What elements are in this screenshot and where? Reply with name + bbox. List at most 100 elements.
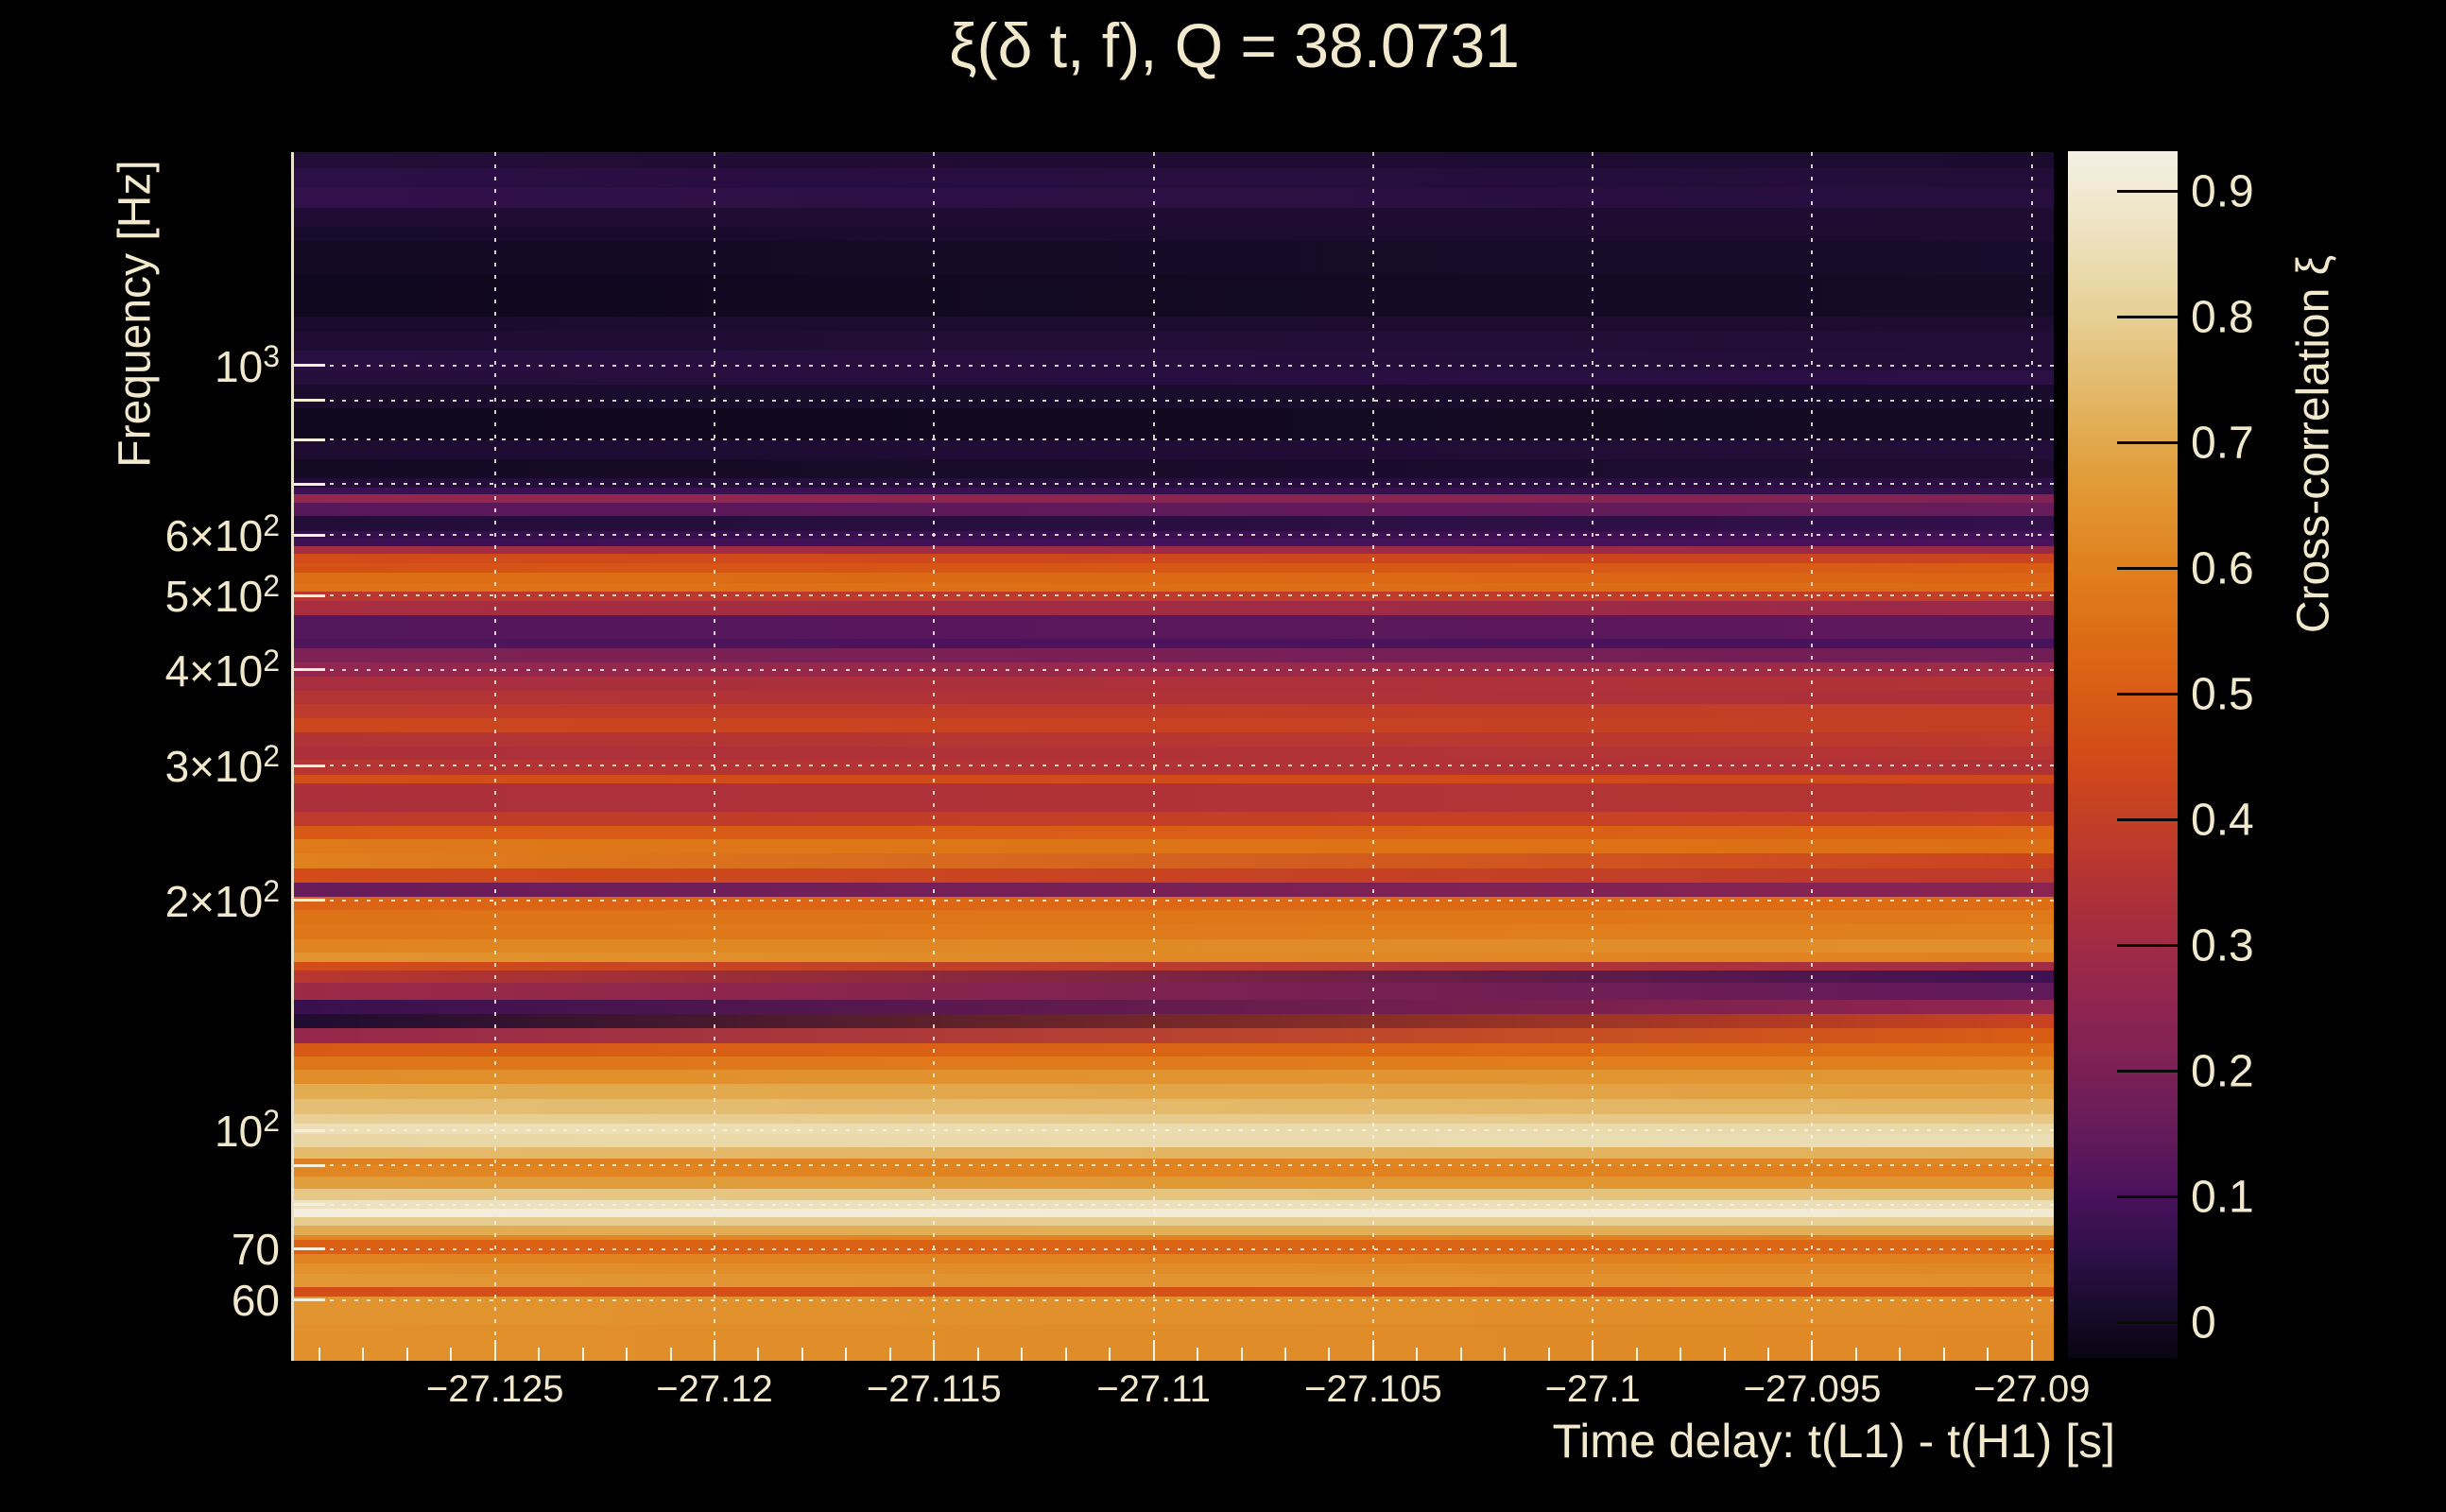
x-gridline <box>1592 152 1594 1361</box>
x-minor-tick-mark <box>1504 1348 1507 1361</box>
colorbar <box>2068 151 2178 1358</box>
x-gridline <box>933 152 936 1361</box>
colorbar-tick-mark <box>2117 316 2178 319</box>
x-minor-tick-mark <box>976 1348 979 1361</box>
heatmap-row <box>293 962 2054 971</box>
y-tick-mark <box>293 1247 325 1251</box>
x-minor-tick-mark <box>1899 1348 1902 1361</box>
x-tick-label: −27.115 <box>866 1368 1002 1410</box>
y-tick-label: 6×102 <box>164 508 280 561</box>
x-minor-tick-mark <box>1679 1348 1682 1361</box>
heatmap-row <box>293 783 2054 813</box>
colorbar-tick-mark <box>2117 693 2178 696</box>
y-gridline <box>293 668 2054 671</box>
heatmap-row <box>293 458 2054 479</box>
colorbar-tick-label: 0.2 <box>2191 1046 2254 1097</box>
y-gridline <box>293 1298 2054 1301</box>
heatmap-row <box>293 1165 2054 1178</box>
x-minor-tick-mark <box>888 1348 891 1361</box>
x-minor-tick-mark <box>1459 1348 1462 1361</box>
y-tick-mark <box>293 364 325 368</box>
colorbar-tick-label: 0.4 <box>2191 795 2254 846</box>
heatmap-row <box>293 1188 2054 1202</box>
chart-title: ξ(δ t, f), Q = 38.0731 <box>949 10 1520 80</box>
x-gridline <box>1152 152 1155 1361</box>
y-tick-mark <box>293 899 325 902</box>
heatmap-row <box>293 615 2054 640</box>
heatmap-row <box>293 1226 2054 1236</box>
x-minor-tick-mark <box>1371 1348 1374 1361</box>
x-minor-tick-mark <box>1021 1348 1024 1361</box>
heatmap-row <box>293 408 2054 441</box>
x-minor-tick-mark <box>1283 1348 1286 1361</box>
y-gridline <box>293 438 2054 441</box>
heatmap-row <box>293 1273 2054 1288</box>
heatmap-row <box>293 690 2054 705</box>
heatmap-row <box>293 384 2054 409</box>
x-axis-label: Time delay: t(L1) - t(H1) [s] <box>1552 1415 2115 1468</box>
colorbar-tick-label: 0 <box>2191 1297 2216 1349</box>
x-tick-label: −27.09 <box>1973 1368 2091 1410</box>
x-gridline <box>1371 152 1374 1361</box>
heatmap-row <box>293 647 2054 663</box>
colorbar-tick-mark <box>2117 441 2178 445</box>
heatmap-row <box>293 952 2054 963</box>
x-minor-tick-mark <box>1854 1348 1857 1361</box>
colorbar-tick-label: 0.5 <box>2191 669 2254 720</box>
heatmap-row <box>293 351 2054 371</box>
y-tick-label: 4×102 <box>164 643 280 696</box>
heatmap-row <box>293 1028 2054 1044</box>
heatmap-row <box>293 493 2054 505</box>
colorbar-tick-mark <box>2117 944 2178 948</box>
x-minor-tick-mark <box>669 1348 672 1361</box>
y-tick-label: 2×102 <box>164 873 280 926</box>
x-minor-tick-mark <box>493 1348 496 1361</box>
y-tick-label: 102 <box>215 1104 280 1157</box>
x-minor-tick-mark <box>405 1348 408 1361</box>
heatmap-row <box>293 868 2054 884</box>
heatmap-row <box>293 717 2054 734</box>
y-gridline <box>293 899 2054 902</box>
heatmap-row <box>293 1239 2054 1255</box>
colorbar-tick-mark <box>2117 567 2178 571</box>
heatmap-row <box>293 1070 2054 1085</box>
x-minor-tick-mark <box>1987 1348 1990 1361</box>
x-minor-tick-mark <box>626 1348 629 1361</box>
heatmap-row <box>293 487 2054 495</box>
heatmap-row <box>293 167 2054 190</box>
heatmap-row <box>293 572 2054 584</box>
heatmap-row <box>293 639 2054 649</box>
x-minor-tick-mark <box>714 1348 715 1361</box>
heatmap-row <box>293 1263 2054 1275</box>
heatmap-row <box>293 188 2054 209</box>
heatmap-row <box>293 1124 2054 1135</box>
y-tick-label: 70 <box>231 1224 280 1274</box>
heatmap-row <box>293 1297 2054 1326</box>
y-gridline <box>293 364 2054 367</box>
y-tick-label: 60 <box>231 1275 280 1325</box>
y-gridline <box>293 1203 2054 1206</box>
heatmap-row <box>293 515 2054 532</box>
y-tick-mark <box>293 1298 325 1302</box>
x-minor-tick-mark <box>1547 1348 1550 1361</box>
heatmap-row <box>293 676 2054 692</box>
x-minor-tick-mark <box>450 1348 453 1361</box>
heatmap-row <box>293 227 2054 242</box>
y-tick-label: 3×102 <box>164 738 280 792</box>
x-minor-tick-mark <box>1064 1348 1067 1361</box>
y-gridline <box>293 399 2054 402</box>
x-minor-tick-mark <box>1416 1348 1419 1361</box>
heatmap-row <box>293 1056 2054 1071</box>
heatmap-row <box>293 554 2054 564</box>
y-gridline <box>293 594 2054 597</box>
heatmap-row <box>293 774 2054 785</box>
heatmap-row <box>293 331 2054 352</box>
colorbar-tick-mark <box>2117 1321 2178 1325</box>
x-minor-tick-mark <box>1592 1348 1594 1361</box>
heatmap-row <box>293 369 2054 386</box>
x-minor-tick-mark <box>1197 1348 1199 1361</box>
x-minor-tick-mark <box>1328 1348 1331 1361</box>
heatmap-row <box>293 1253 2054 1264</box>
y-gridline <box>293 1247 2054 1250</box>
x-minor-tick-mark <box>1723 1348 1726 1361</box>
